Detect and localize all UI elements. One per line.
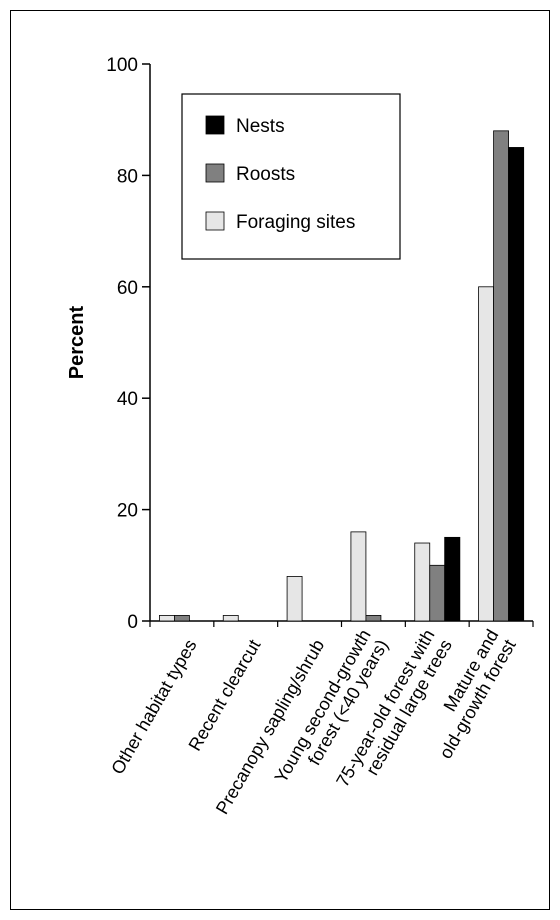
legend-swatch-nests [205, 115, 225, 135]
bar-roosts [429, 564, 446, 622]
y-axis-label: Percent [66, 305, 88, 379]
bar-roosts [174, 615, 190, 622]
bar-foraging-sites [222, 615, 239, 622]
bar-roosts [365, 615, 382, 622]
x-category-label: Other habitat types [107, 636, 200, 778]
y-tick-label: 80 [117, 166, 138, 187]
bars [159, 130, 525, 622]
bar-foraging-sites [350, 531, 367, 622]
bar-foraging-sites [286, 576, 303, 622]
y-tick-label: 60 [117, 278, 138, 299]
y-tick-label: 0 [127, 612, 138, 633]
legend: Nests Roosts Foraging sites [181, 93, 401, 260]
bar-nests [508, 147, 525, 622]
y-tick-label: 20 [117, 501, 138, 522]
legend-label-roosts: Roosts [236, 164, 295, 185]
bar-foraging-sites [159, 615, 175, 622]
y-tick-label: 100 [106, 55, 138, 76]
y-tick-label: 40 [117, 389, 138, 410]
bar-foraging-sites [478, 286, 494, 622]
figure-frame: 0 20 40 60 80 100 Other habitat types Recent cl… [10, 10, 550, 910]
legend-swatch-foraging-sites [205, 211, 225, 231]
legend-label-foraging-sites: Foraging sites [236, 212, 355, 233]
x-category-label-line: Other habitat types [107, 636, 200, 778]
legend-swatch-roosts [205, 163, 225, 183]
bar-nests [444, 536, 461, 622]
bar-foraging-sites [414, 542, 431, 622]
legend-label-nests: Nests [236, 116, 285, 137]
bar-roosts [493, 130, 509, 622]
